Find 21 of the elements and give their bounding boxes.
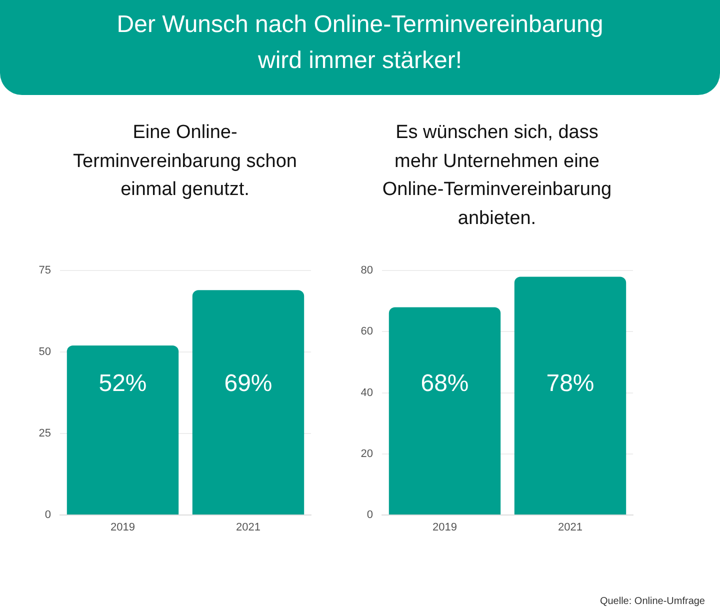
x-tick-label: 2021: [236, 522, 260, 534]
x-tick-label: 2019: [432, 522, 457, 534]
y-tick-label: 60: [360, 326, 373, 338]
chart-subtitle: Eine Online-Terminvereinbarung schon einmal genutzt.: [72, 121, 298, 202]
data-label: 68%: [420, 370, 469, 398]
data-label: 69%: [224, 370, 272, 398]
header-banner: Der Wunsch nach Online-Terminvereinbarung wird immer stärker!: [0, 0, 720, 95]
data-label: 52%: [98, 370, 147, 398]
y-tick-label: 20: [360, 448, 373, 460]
source-note: Quelle: Online-Umfrage: [600, 596, 705, 607]
y-tick-label: 50: [38, 346, 51, 358]
y-tick-label: 25: [38, 428, 51, 440]
y-tick-label: 75: [38, 264, 51, 277]
y-tick-label: 0: [366, 509, 373, 522]
x-tick-label: 2019: [110, 522, 135, 534]
x-tick-label: 2021: [558, 522, 582, 534]
y-tick-label: 0: [44, 509, 51, 522]
data-label: 78%: [546, 370, 594, 398]
y-tick-label: 80: [360, 264, 373, 277]
chart-subtitle: Es wünschen sich, dass mehr Unternehmen eine Online-Terminvereinbarung anbieten.: [381, 121, 613, 230]
y-tick-label: 40: [360, 386, 373, 399]
